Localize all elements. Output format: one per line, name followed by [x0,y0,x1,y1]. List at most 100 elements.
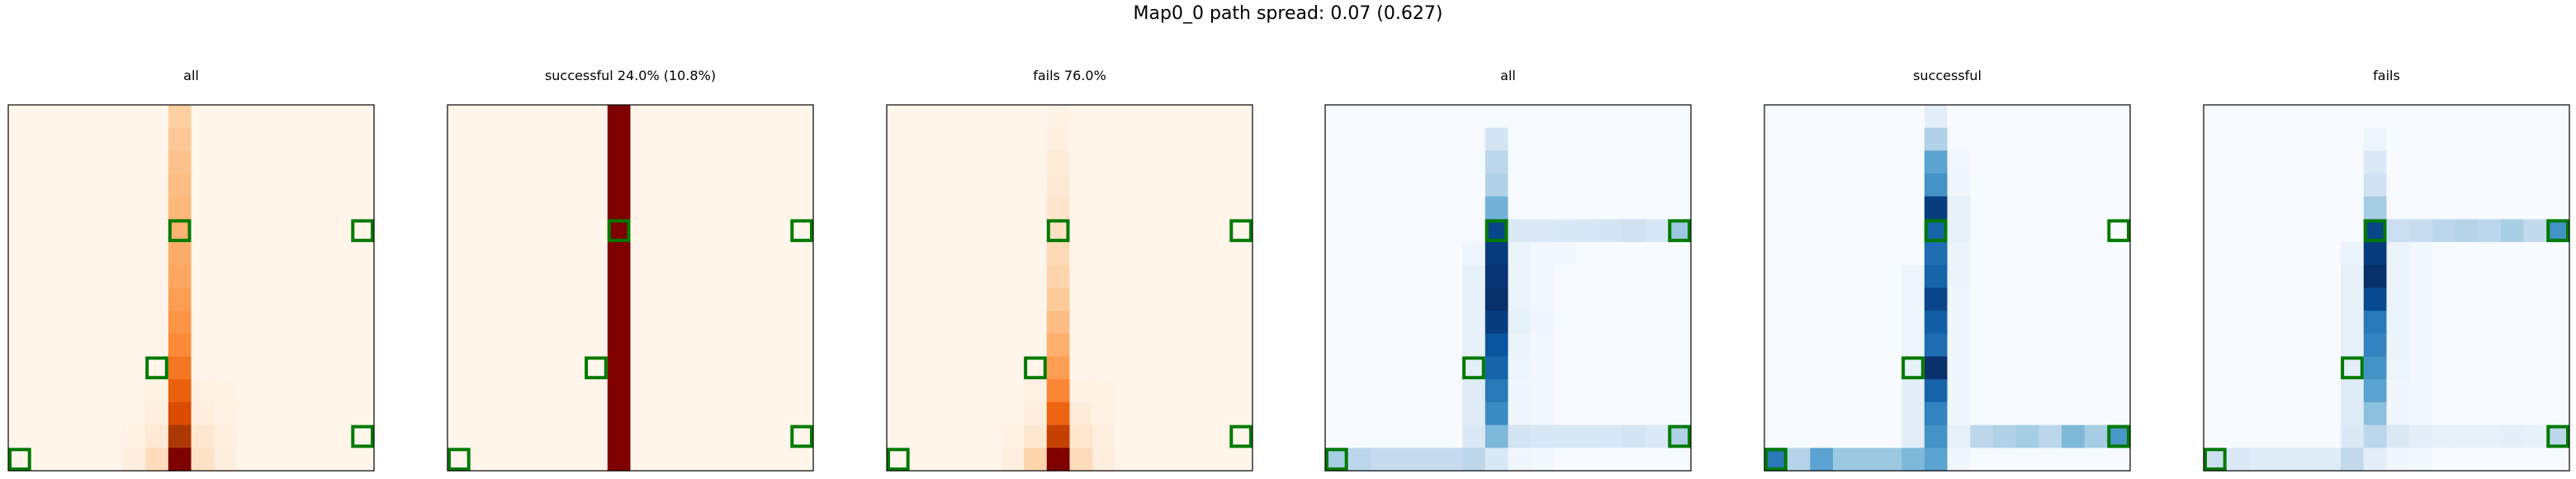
heatmap-cell [698,379,722,403]
heatmap-cell [2363,379,2388,403]
heatmap-cell [8,311,32,334]
heatmap-cell [1462,105,1486,129]
heatmap-cell [282,379,306,403]
heatmap-cell [722,105,746,129]
heatmap-cell [2107,196,2131,221]
heatmap-cell [2294,127,2319,151]
heatmap-cell [470,424,494,448]
heatmap-cell [1645,401,1669,426]
heatmap-cell [1645,287,1669,311]
heatmap-cell [2500,173,2525,197]
heatmap-cell [630,333,654,358]
heatmap-cell [744,311,769,334]
heatmap-cell [2039,219,2062,243]
heatmap-cell [54,242,78,266]
heatmap-cell [2386,264,2410,289]
heatmap-cell [1462,448,1486,472]
heatmap-cell [2455,105,2479,129]
heatmap-cell [1855,105,1880,129]
heatmap-cell [1622,264,1646,289]
heatmap-cell [1901,219,1925,243]
heatmap-cell [214,356,238,380]
heatmap-cell [8,379,32,403]
heatmap-cell [1599,379,1623,403]
heatmap-cell [585,196,608,221]
heatmap-cell [1092,127,1116,151]
heatmap-cell [8,424,32,448]
heatmap-cell [2272,311,2296,334]
marker-square [2107,219,2131,243]
heatmap-panel-4: all [1324,68,1692,472]
heatmap-cell [1833,196,1857,221]
heatmap-cell [653,264,677,289]
heatmap-cell [1901,196,1925,221]
heatmap-cell [1924,173,1949,197]
heatmap-cell [1206,242,1230,266]
heatmap-cell [1508,356,1532,380]
heatmap-cell [538,448,563,472]
heatmap-cell [1206,379,1230,403]
heatmap-cell [767,448,791,472]
heatmap-cell [978,196,1002,221]
heatmap-cell [1970,105,1994,129]
heatmap-cell [1508,105,1532,129]
heatmap-cell [1992,264,2017,289]
heatmap-cell [1092,356,1116,380]
heatmap-cell [2226,333,2250,358]
heatmap-cell [767,333,791,358]
heatmap-cell [516,196,540,221]
heatmap-cell [1092,242,1116,266]
heatmap-cell [259,356,283,380]
heatmap-cell [122,424,146,448]
heatmap-cell [790,287,814,311]
heatmap-cell [932,264,956,289]
heatmap-cell [2478,356,2502,380]
heatmap-cell [722,379,746,403]
heatmap-cell [493,196,517,221]
heatmap-cell [2107,311,2131,334]
heatmap-cell [1645,127,1669,151]
heatmap-panel-3: fails 76.0% [886,68,1253,472]
heatmap-cell [1485,242,1509,266]
heatmap-cell [2204,264,2228,289]
heatmap-cell [585,173,608,197]
heatmap-cell [2249,311,2273,334]
heatmap-cell [1992,242,2017,266]
heatmap-cell [2341,333,2365,358]
heatmap-cell [1462,242,1486,266]
heatmap-cell [1810,264,1834,289]
heatmap-cell [1183,242,1208,266]
heatmap-cell [470,196,494,221]
heatmap-cell [2272,424,2296,448]
heatmap-cell [1206,448,1230,472]
heatmap-cell [1371,150,1395,174]
heatmap-cell [767,219,791,243]
heatmap-cell [1069,150,1093,174]
heatmap-cell [351,356,375,380]
heatmap-cell [1970,448,1994,472]
heatmap-cell [2500,356,2525,380]
heatmap-cell [1787,448,1811,472]
heatmap-cell [2546,356,2570,380]
heatmap-cell [2432,150,2456,174]
heatmap-cell [99,127,124,151]
heatmap-cell [2272,379,2296,403]
heatmap-cell [2226,150,2250,174]
heatmap-cell [2500,150,2525,174]
heatmap-cell [305,333,329,358]
heatmap-cell [1764,333,1788,358]
heatmap-cell [2204,333,2228,358]
heatmap-cell [1161,356,1185,380]
heatmap-cell [1970,242,1994,266]
heatmap-cell [31,333,54,358]
heatmap-cell [351,311,375,334]
marker-square [790,424,813,448]
heatmap-cell [1046,356,1071,380]
heatmap-cell [2500,242,2525,266]
heatmap-cell [305,173,329,197]
heatmap-cell [1508,196,1532,221]
heatmap-cell [516,105,540,129]
heatmap-cell [1599,356,1623,380]
heatmap-cell [54,264,78,289]
heatmap-cell [2061,264,2086,289]
